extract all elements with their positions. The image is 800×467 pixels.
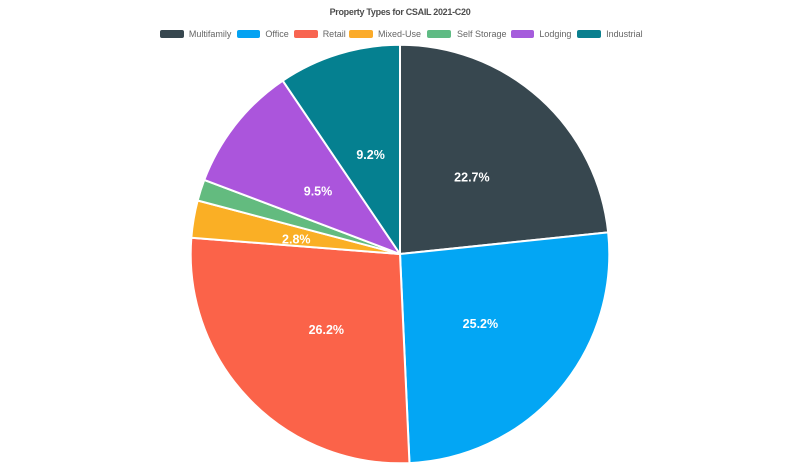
svg-text:9.5%: 9.5%	[304, 185, 333, 199]
svg-text:9.2%: 9.2%	[356, 148, 385, 162]
svg-text:22.7%: 22.7%	[454, 171, 489, 185]
svg-text:26.2%: 26.2%	[309, 323, 344, 337]
svg-text:25.2%: 25.2%	[463, 317, 498, 331]
svg-text:2.8%: 2.8%	[282, 232, 311, 246]
